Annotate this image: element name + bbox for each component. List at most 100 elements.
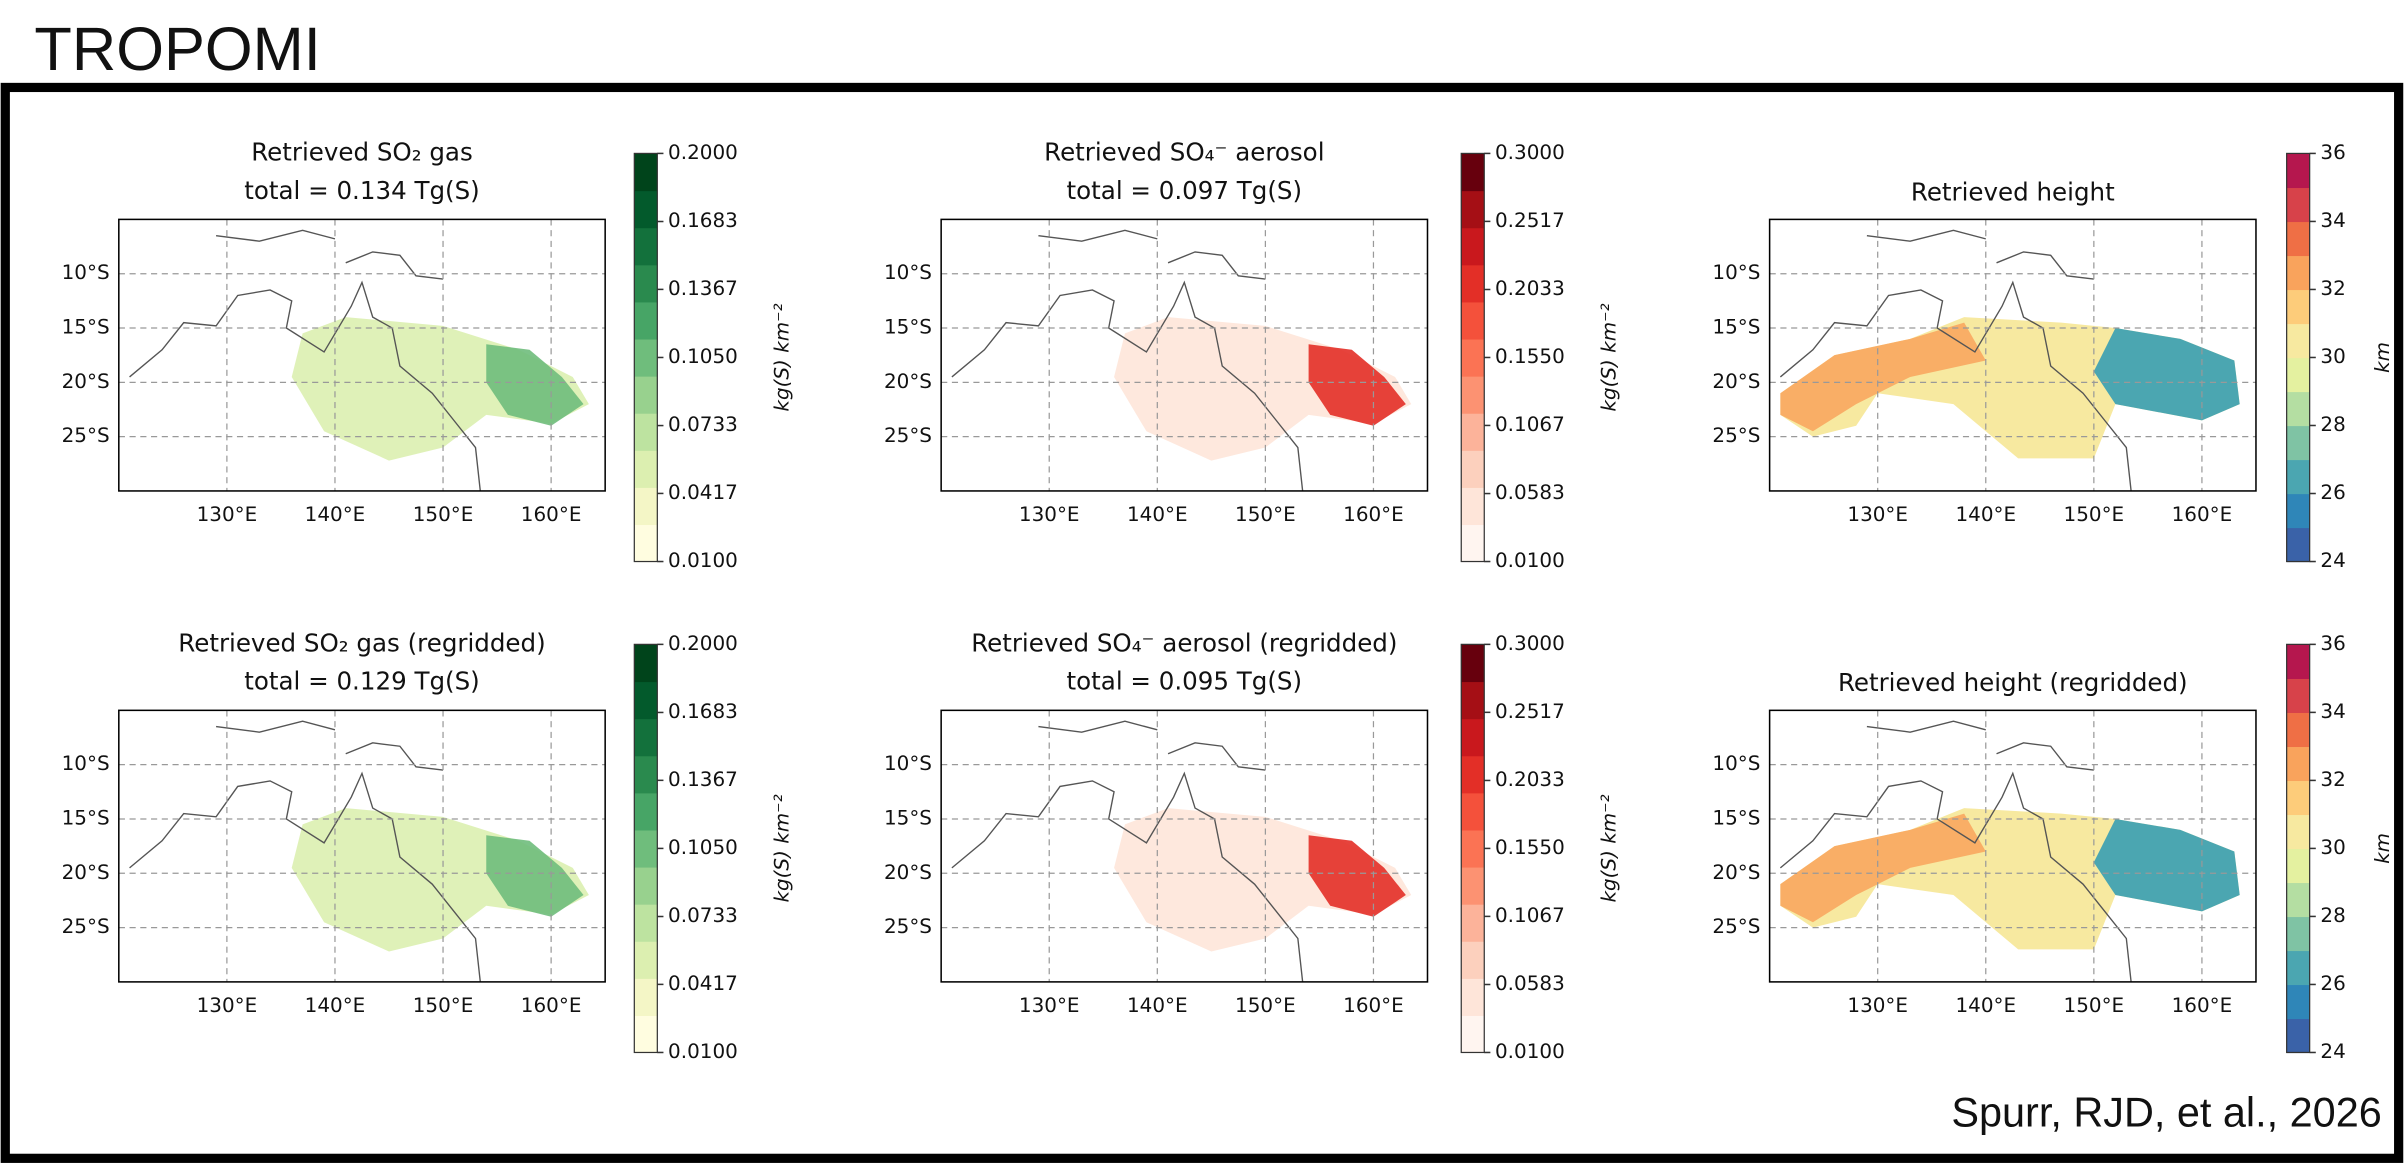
panel-title: total = 0.134 Tg(S) [244,176,480,205]
colorbar-tick-label: 0.3000 [1495,631,1565,655]
panel-title: total = 0.097 Tg(S) [1067,176,1303,205]
map [1770,219,2256,496]
colorbar-segment [1461,487,1484,525]
colorbar-segment [634,339,657,377]
colorbar-tick-label: 0.0100 [668,548,738,572]
colorbar-tick-label: 0.0583 [1495,480,1565,504]
colorbar-segment [634,450,657,488]
colorbar-tick-label: 34 [2320,699,2345,723]
x-tick-label: 140°E [305,993,366,1017]
colorbar-segment [2287,153,2310,188]
y-tick-label: 20°S [62,860,110,884]
colorbar-tick-label: 30 [2320,835,2345,859]
y-tick-label: 10°S [884,260,932,284]
colorbar-tick-label: 36 [2320,140,2345,164]
y-tick-label: 15°S [1712,315,1760,339]
slide-title: TROPOMI [34,15,320,84]
colorbar-segment [634,153,657,191]
colorbar-segment [634,302,657,340]
colorbar-label: kg(S) km⁻² [770,794,794,902]
colorbar-tick-label: 28 [2320,412,2345,436]
colorbar-tick-label: 34 [2320,208,2345,232]
colorbar-segment [1461,830,1484,868]
colorbar-tick-label: 0.2517 [1495,208,1565,232]
panel-title: Retrieved SO₄⁻ aerosol [1044,137,1324,166]
colorbar-segment [634,487,657,525]
colorbar-segment [634,524,657,562]
colorbar-tick-label: 0.0100 [668,1039,738,1063]
y-tick-label: 20°S [1712,369,1760,393]
colorbar-tick-label: 30 [2320,344,2345,368]
x-tick-label: 150°E [1235,993,1296,1017]
colorbar-segment [634,978,657,1016]
colorbar-label: km [2370,342,2394,373]
y-tick-label: 10°S [884,751,932,775]
x-tick-label: 140°E [1955,993,2016,1017]
colorbar-segment [2287,494,2310,529]
x-tick-label: 140°E [305,502,366,526]
colorbar-segment [634,756,657,794]
colorbar-segment [1461,904,1484,942]
colorbar-tick-label: 0.2517 [1495,699,1565,723]
colorbar-segment [1461,191,1484,229]
colorbar-segment [2287,425,2310,460]
colorbar-segment [2287,678,2310,713]
colorbar-segment [2287,916,2310,951]
colorbar-segment [2287,814,2310,849]
colorbar-segment [634,830,657,868]
colorbar-tick-label: 0.1067 [1495,412,1565,436]
colorbar-tick-label: 36 [2320,631,2345,655]
colorbar-segment [1461,978,1484,1016]
colorbar-tick-label: 0.0733 [668,412,738,436]
colorbar-segment [634,1015,657,1053]
colorbar-segment [1461,719,1484,757]
colorbar-segment [2287,644,2310,679]
colorbar-segment [2287,255,2310,290]
panel-title: Retrieved height (regridded) [1838,668,2188,697]
colorbar-tick-label: 0.1550 [1495,835,1565,859]
x-tick-label: 160°E [521,502,582,526]
colorbar-tick-label: 0.1683 [668,208,738,232]
panel-title: Retrieved SO₂ gas [251,137,473,166]
colorbar-segment [1461,339,1484,377]
colorbar-tick-label: 0.2033 [1495,276,1565,300]
y-tick-label: 10°S [62,751,110,775]
panel-title: total = 0.129 Tg(S) [244,667,480,696]
y-tick-label: 25°S [62,914,110,938]
x-tick-label: 140°E [1127,502,1188,526]
y-tick-label: 15°S [884,315,932,339]
colorbar-tick-label: 0.0733 [668,903,738,927]
colorbar-segment [634,228,657,266]
y-tick-label: 15°S [884,805,932,829]
colorbar-tick-label: 0.2000 [668,631,738,655]
colorbar-label: km [2370,833,2394,864]
x-tick-label: 130°E [1019,993,1080,1017]
colorbar-tick-label: 28 [2320,903,2345,927]
citation: Spurr, RJD, et al., 2026 [1951,1089,2381,1135]
y-tick-label: 25°S [884,914,932,938]
y-tick-label: 10°S [62,260,110,284]
x-tick-label: 160°E [2172,993,2233,1017]
x-tick-label: 150°E [413,993,474,1017]
panel-title: Retrieved SO₄⁻ aerosol (regridded) [971,628,1397,657]
colorbar-segment [2287,528,2310,563]
colorbar-tick-label: 24 [2320,1039,2345,1063]
panel-title: total = 0.095 Tg(S) [1067,667,1303,696]
x-tick-label: 160°E [2172,502,2233,526]
x-tick-label: 130°E [197,993,258,1017]
y-tick-label: 15°S [62,315,110,339]
colorbar-segment [1461,413,1484,451]
x-tick-label: 140°E [1127,993,1188,1017]
colorbar-label: kg(S) km⁻² [770,303,794,411]
panel-title: Retrieved SO₂ gas (regridded) [178,628,545,657]
colorbar-segment [1461,793,1484,831]
colorbar-segment [1461,376,1484,414]
colorbar-segment [2287,712,2310,747]
colorbar-segment [1461,450,1484,488]
colorbar-segment [1461,867,1484,905]
colorbar-segment [634,265,657,303]
colorbar-tick-label: 0.0100 [1495,1039,1565,1063]
y-tick-label: 15°S [62,805,110,829]
map [119,710,605,987]
colorbar-segment [2287,950,2310,985]
